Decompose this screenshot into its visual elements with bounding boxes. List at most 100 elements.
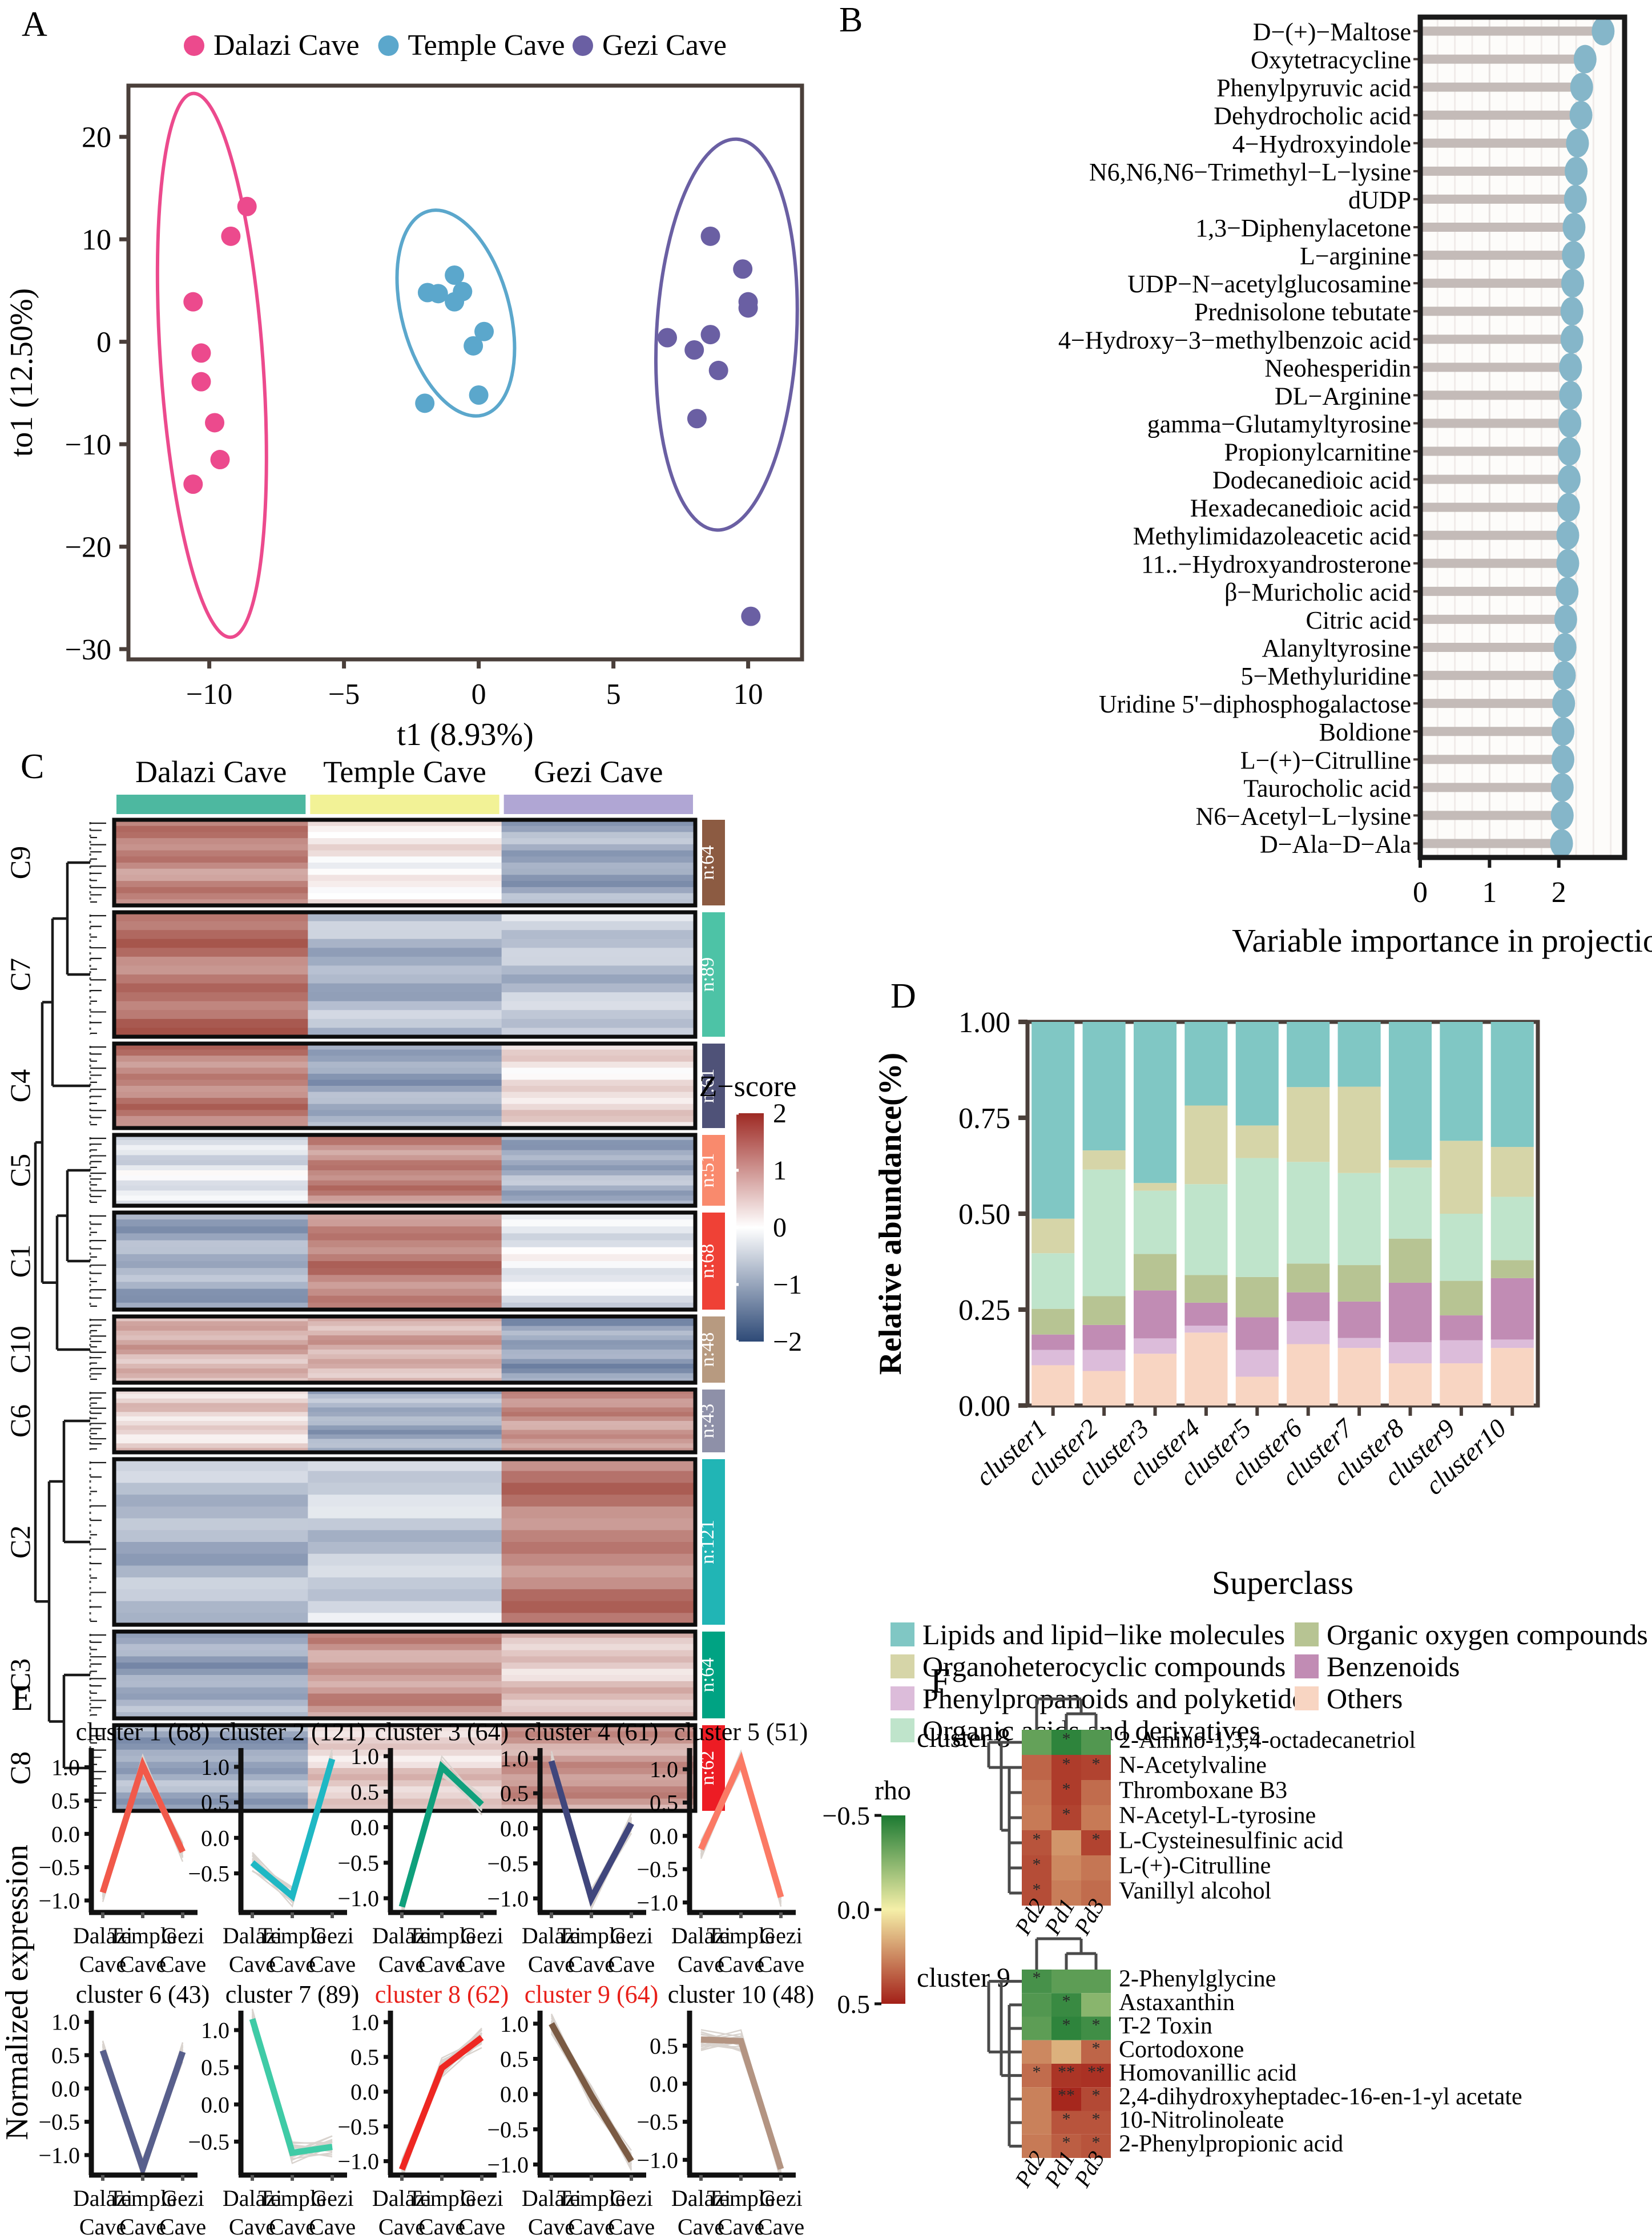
heatmap-cell xyxy=(501,1662,696,1669)
panel-a-plot: Dalazi Cave Temple Cave Gezi Cave −10 −5 0 5 10… xyxy=(4,29,804,752)
heatmap-cell xyxy=(501,992,696,1002)
stacked-bar-segment xyxy=(1388,1238,1432,1283)
member-line xyxy=(252,1753,333,1903)
heatmap-cell xyxy=(308,1656,502,1663)
legend-dot xyxy=(184,35,204,56)
heatmap-cell xyxy=(114,965,309,975)
heatmap-cell xyxy=(308,1577,502,1590)
subpanel-title: cluster 8 xyxy=(917,1723,1010,1753)
heatmap-cell xyxy=(114,1135,309,1141)
heatmap-cell xyxy=(308,1321,502,1327)
panel-b-letter: B xyxy=(839,1,863,39)
lollipop-dot xyxy=(1558,409,1582,438)
heatmap-cell xyxy=(308,1687,502,1694)
x-tick-label-top: Temple xyxy=(108,1923,176,1948)
data-point xyxy=(205,413,225,433)
heatmap-cell xyxy=(501,1439,696,1444)
stacked-bar-segment xyxy=(1287,1321,1330,1344)
heatmap-cell xyxy=(308,1700,502,1706)
stacked-bar-segment xyxy=(1032,1334,1075,1350)
heatmap-cell xyxy=(114,1416,309,1421)
x-tick-label-bottom: Cave xyxy=(79,2214,126,2239)
stacked-bar-segment xyxy=(1440,1363,1483,1406)
heatmap-cell xyxy=(501,1725,696,1732)
lollipop-dot xyxy=(1550,829,1573,858)
heatmap-cell xyxy=(308,1712,502,1719)
x-tick-label: −5 xyxy=(328,678,360,711)
heatmap-cell xyxy=(114,1425,309,1431)
heatmap-cell xyxy=(501,1669,696,1676)
heatmap-cell xyxy=(114,1518,309,1531)
heatmap-cell xyxy=(501,1175,696,1181)
heatmap-cell xyxy=(114,1755,309,1762)
y-tick-label: −0.5 xyxy=(636,1857,678,1882)
heatmap-cell xyxy=(114,1010,309,1020)
heatmap-cell xyxy=(308,930,502,940)
heatmap-cell xyxy=(114,1363,309,1369)
heatmap-cell xyxy=(501,1601,696,1613)
x-tick-label-bottom: Cave xyxy=(79,1951,126,1977)
heatmap-cell xyxy=(308,1768,502,1775)
cluster-plot-title: cluster 5 (51) xyxy=(674,1718,808,1746)
x-tick-label-bottom: Cave xyxy=(418,1951,465,1977)
data-point xyxy=(183,292,203,312)
stacked-bar-segment xyxy=(1287,1022,1330,1088)
heatmap-cell xyxy=(308,1506,502,1519)
stacked-bar-segment xyxy=(1184,1332,1228,1406)
x-tick-label: −10 xyxy=(186,678,232,711)
heatmap-cell xyxy=(114,1656,309,1663)
heatmap-cell xyxy=(501,1195,696,1201)
heatmap-cell xyxy=(114,1798,309,1805)
member-line xyxy=(251,2011,333,2150)
heatmap-cell xyxy=(308,1044,502,1050)
heatmap-cell xyxy=(114,838,309,845)
x-tick-label-top: Temple xyxy=(258,1923,326,1948)
stacked-bar-segment xyxy=(1337,1173,1381,1266)
heatmap-cell xyxy=(114,887,309,894)
significance-star: * xyxy=(1062,1992,1071,2011)
y-tick-label: 0.0 xyxy=(51,1821,80,1847)
cluster-plot-title: cluster 6 (43) xyxy=(76,1980,210,2008)
heatmap-cell xyxy=(114,1687,309,1694)
member-line xyxy=(700,1757,782,1907)
heatmap-cell xyxy=(114,1219,309,1227)
heatmap-cell xyxy=(501,1743,696,1750)
member-line xyxy=(401,1760,482,1906)
heatmap-cell xyxy=(501,1135,696,1141)
member-line xyxy=(700,1760,782,1899)
heatmap-cell xyxy=(501,1762,696,1769)
heatmap-cell xyxy=(114,1321,309,1327)
x-tick-label-top: Dalazi xyxy=(223,2185,282,2211)
cluster-name: C7 xyxy=(4,958,36,991)
y-tick-label: 1.00 xyxy=(958,1006,1010,1039)
cluster-size-label: n:121 xyxy=(697,1520,718,1564)
heatmap-cell xyxy=(501,838,696,845)
heatmap-cell xyxy=(501,1412,696,1417)
heatmap-cell xyxy=(114,868,309,876)
heatmap-cell xyxy=(501,825,696,833)
legend-tick-label: 0.0 xyxy=(837,1895,871,1924)
x-tick-label-top: Gezi xyxy=(759,1923,803,1948)
heatmap-cell xyxy=(114,1398,309,1404)
y-tick-label: 1.0 xyxy=(201,1754,229,1780)
heatmap-cell xyxy=(501,1295,696,1303)
heatmap-cell xyxy=(501,1321,696,1327)
member-line xyxy=(700,1765,782,1902)
heatmap-cell xyxy=(501,1398,696,1404)
category-label: UDP−N−acetylglucosamine xyxy=(1127,270,1411,298)
heatmap-cell xyxy=(308,1439,502,1444)
x-tick-label: 2 xyxy=(1552,876,1566,909)
heatmap-cell xyxy=(501,1429,696,1435)
heatmap-cell xyxy=(1051,1755,1081,1780)
heatmap-cell xyxy=(114,1316,309,1322)
heatmap-cell xyxy=(308,1295,502,1303)
heatmap-cell xyxy=(114,1644,309,1651)
member-line xyxy=(251,2023,333,2153)
heatmap-cell xyxy=(501,1731,696,1738)
x-tick-label-bottom: Cave xyxy=(568,2214,615,2239)
y-tick-label: 0.0 xyxy=(201,2092,229,2117)
heatmap-cell xyxy=(1022,1755,1051,1780)
heatmap-cell xyxy=(114,1792,309,1799)
heatmap-cell xyxy=(1022,1805,1051,1830)
member-line xyxy=(102,2044,184,2170)
